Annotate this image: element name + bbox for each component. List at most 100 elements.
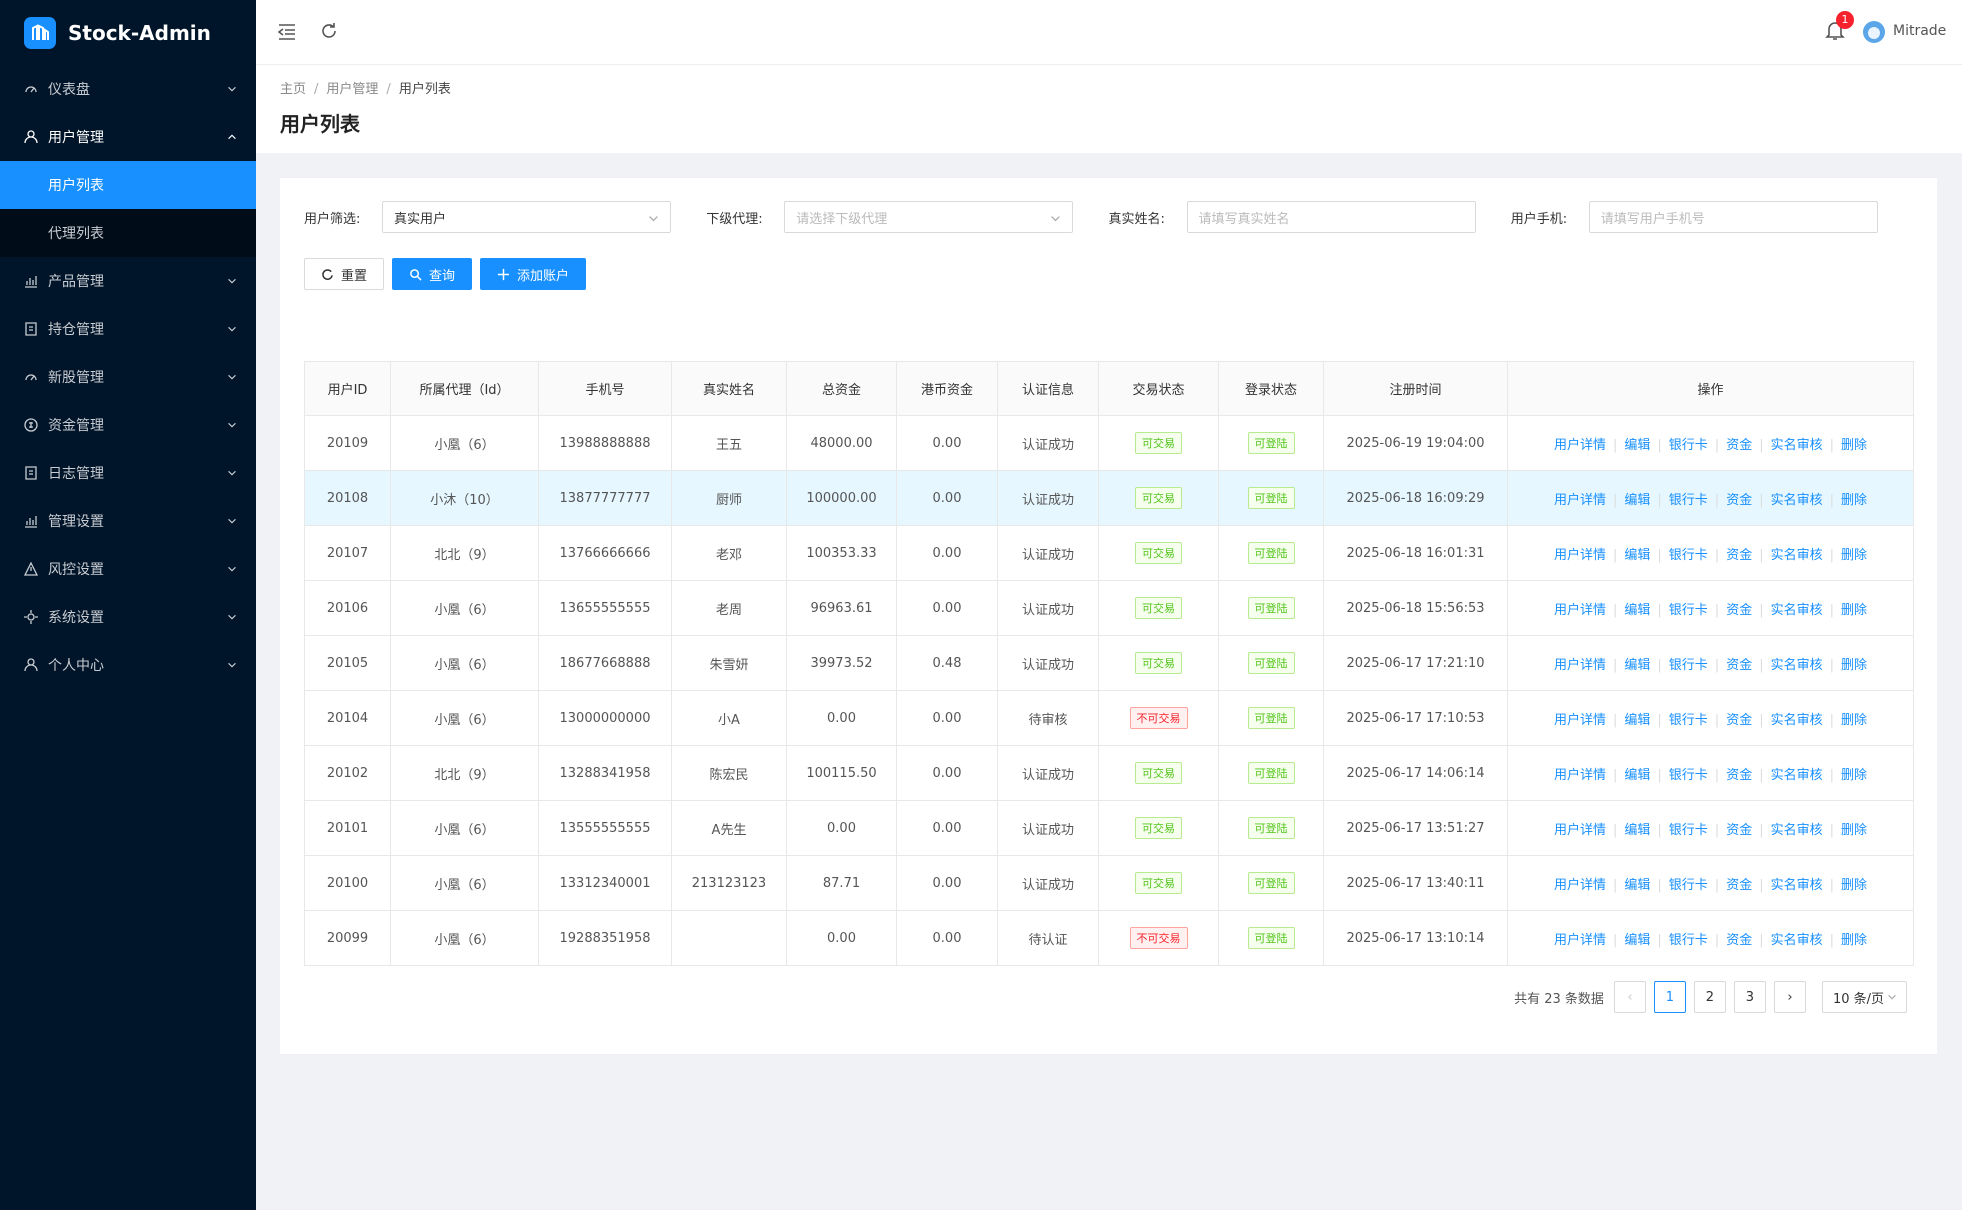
action-link[interactable]: 编辑: [1624, 822, 1651, 838]
action-link[interactable]: 银行卡: [1668, 712, 1708, 728]
submenu-item[interactable]: 代理列表: [0, 209, 256, 257]
total: 共有 23 条数据: [1514, 991, 1604, 1007]
icon: [1888, 994, 1896, 1000]
page-size[interactable]: 10 条/页: [1821, 981, 1907, 1013]
menu-item[interactable]: 产品管理: [0, 257, 256, 305]
action-link[interactable]: 用户详情: [1553, 492, 1606, 508]
action-link[interactable]: 银行卡: [1668, 437, 1708, 453]
action-link[interactable]: 资金: [1726, 602, 1753, 618]
user-name[interactable]: Mitrade: [1893, 23, 1947, 39]
action-link[interactable]: 实名审核: [1770, 437, 1823, 453]
submenu-item[interactable]: 用户列表: [0, 161, 256, 209]
action-link[interactable]: 删除: [1841, 437, 1868, 453]
button[interactable]: 添加账户: [480, 258, 587, 290]
action-link[interactable]: 用户详情: [1553, 657, 1606, 673]
action-link[interactable]: 银行卡: [1668, 932, 1708, 948]
menu-item[interactable]: 风控设置: [0, 545, 256, 593]
action-link[interactable]: 实名审核: [1770, 547, 1823, 563]
action-link[interactable]: 资金: [1726, 492, 1753, 508]
action-link[interactable]: 删除: [1841, 547, 1868, 563]
menu-item[interactable]: 日志管理: [0, 449, 256, 497]
action-link[interactable]: 实名审核: [1770, 767, 1823, 783]
action-link[interactable]: 编辑: [1624, 877, 1651, 893]
action-link[interactable]: 删除: [1841, 822, 1868, 838]
action-link[interactable]: 删除: [1841, 712, 1868, 728]
actions-cell: 用户详情 | 编辑 | 银行卡 | 资金 | 实名审核 | 删除: [1507, 910, 1914, 966]
cell: 20102: [304, 745, 391, 801]
action-link[interactable]: 用户详情: [1553, 932, 1606, 948]
action-link[interactable]: 删除: [1841, 877, 1868, 893]
action-link[interactable]: 删除: [1841, 767, 1868, 783]
input[interactable]: 请填写用户手机号: [1588, 201, 1878, 233]
action-link[interactable]: 实名审核: [1770, 932, 1823, 948]
refresh-button[interactable]: [319, 21, 339, 41]
menu-item[interactable]: 个人中心: [0, 641, 256, 689]
action-link[interactable]: 银行卡: [1668, 877, 1708, 893]
action-link[interactable]: 银行卡: [1668, 822, 1708, 838]
select[interactable]: 请选择下级代理: [784, 201, 1074, 233]
menu-item[interactable]: 新股管理: [0, 353, 256, 401]
action-link[interactable]: 资金: [1726, 712, 1753, 728]
action-link[interactable]: 编辑: [1624, 437, 1651, 453]
fold-button[interactable]: [277, 22, 297, 42]
menu-item[interactable]: 系统设置: [0, 593, 256, 641]
action-link[interactable]: 银行卡: [1668, 492, 1708, 508]
action-link[interactable]: 银行卡: [1668, 547, 1708, 563]
breadcrumb-item[interactable]: 用户管理: [326, 82, 379, 97]
page-button[interactable]: 2: [1693, 981, 1726, 1013]
action-link[interactable]: 资金: [1726, 877, 1753, 893]
button[interactable]: 重置: [304, 258, 385, 290]
page-button[interactable]: 1: [1653, 981, 1686, 1013]
filter-label: 真实姓名:: [1108, 211, 1165, 227]
action-link[interactable]: 实名审核: [1770, 877, 1823, 893]
icon: [25, 86, 37, 93]
action-link[interactable]: 删除: [1841, 657, 1868, 673]
select[interactable]: 真实用户: [382, 201, 671, 233]
action-link[interactable]: 用户详情: [1553, 877, 1606, 893]
filter: 真实姓名: 请填写真实姓名: [1109, 201, 1511, 233]
action-link[interactable]: 用户详情: [1553, 712, 1606, 728]
action-link[interactable]: 资金: [1726, 932, 1753, 948]
action-link[interactable]: 编辑: [1624, 492, 1651, 508]
action-link[interactable]: 用户详情: [1553, 437, 1606, 453]
action-link[interactable]: 银行卡: [1668, 602, 1708, 618]
action-link[interactable]: 用户详情: [1553, 822, 1606, 838]
action-link[interactable]: 银行卡: [1668, 767, 1708, 783]
action-link[interactable]: 资金: [1726, 437, 1753, 453]
action-link[interactable]: 删除: [1841, 492, 1868, 508]
action-link[interactable]: 编辑: [1624, 712, 1651, 728]
input[interactable]: 请填写真实姓名: [1186, 201, 1476, 233]
menu-item[interactable]: 资金管理: [0, 401, 256, 449]
action-link[interactable]: 编辑: [1624, 932, 1651, 948]
action-link[interactable]: 编辑: [1624, 547, 1651, 563]
action-link[interactable]: 删除: [1841, 602, 1868, 618]
cell: 可交易: [1098, 745, 1219, 801]
avatar[interactable]: [1862, 20, 1886, 44]
action-link[interactable]: 实名审核: [1770, 657, 1823, 673]
prev-page[interactable]: ‹: [1613, 981, 1646, 1013]
action-link[interactable]: 用户详情: [1553, 547, 1606, 563]
action-link[interactable]: 资金: [1726, 767, 1753, 783]
action-link[interactable]: 用户详情: [1553, 767, 1606, 783]
action-link[interactable]: 用户详情: [1553, 602, 1606, 618]
menu-item[interactable]: 用户管理: [0, 113, 256, 161]
action-link[interactable]: 编辑: [1624, 602, 1651, 618]
action-link[interactable]: 实名审核: [1770, 602, 1823, 618]
action-link[interactable]: 实名审核: [1770, 712, 1823, 728]
page-button[interactable]: 3: [1733, 981, 1766, 1013]
button[interactable]: 查询: [392, 258, 473, 290]
action-link[interactable]: 资金: [1726, 657, 1753, 673]
next-page[interactable]: ›: [1773, 981, 1806, 1013]
menu-item[interactable]: 持仓管理: [0, 305, 256, 353]
action-link[interactable]: 资金: [1726, 547, 1753, 563]
action-link[interactable]: 实名审核: [1770, 822, 1823, 838]
breadcrumb-item[interactable]: 主页: [280, 82, 307, 97]
action-link[interactable]: 银行卡: [1668, 657, 1708, 673]
action-link[interactable]: 删除: [1841, 932, 1868, 948]
action-link[interactable]: 实名审核: [1770, 492, 1823, 508]
action-link[interactable]: 编辑: [1624, 767, 1651, 783]
action-link[interactable]: 资金: [1726, 822, 1753, 838]
menu-item[interactable]: 管理设置: [0, 497, 256, 545]
menu-item[interactable]: 仪表盘: [0, 65, 256, 113]
action-link[interactable]: 编辑: [1624, 657, 1651, 673]
